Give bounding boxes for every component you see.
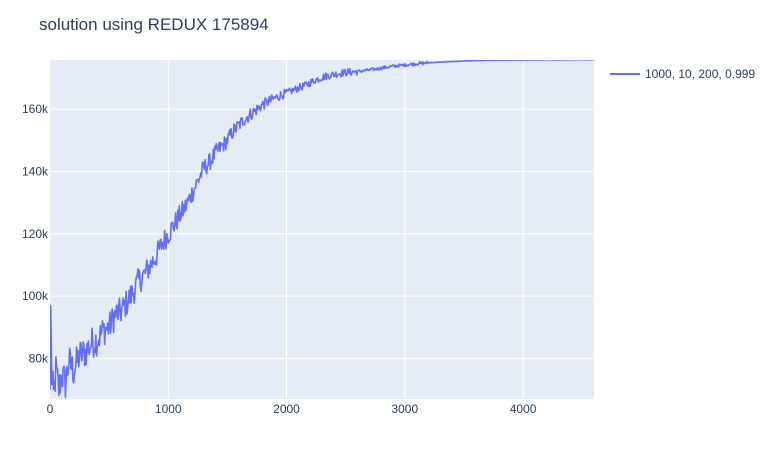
grid-lines — [50, 60, 594, 399]
y-tick-label: 80k — [29, 351, 49, 365]
x-tick-label: 1000 — [155, 402, 182, 416]
chart-title: solution using REDUX 175894 — [39, 15, 269, 34]
legend[interactable]: 1000, 10, 200, 0.999 — [610, 67, 755, 81]
x-tick-label: 3000 — [391, 402, 418, 416]
legend-label: 1000, 10, 200, 0.999 — [645, 67, 755, 81]
series-line — [50, 60, 594, 398]
y-tick-label: 160k — [22, 102, 49, 116]
y-tick-label: 120k — [22, 227, 49, 241]
x-axis-ticks: 0 1000 2000 3000 4000 — [47, 402, 537, 416]
y-tick-label: 100k — [22, 289, 49, 303]
y-tick-label: 140k — [22, 165, 49, 179]
y-axis-ticks: 80k 100k 120k 140k 160k — [22, 102, 49, 365]
x-tick-label: 4000 — [510, 402, 537, 416]
series-group — [50, 60, 594, 398]
x-tick-label: 0 — [47, 402, 54, 416]
x-tick-label: 2000 — [273, 402, 300, 416]
plot-area — [50, 60, 594, 399]
